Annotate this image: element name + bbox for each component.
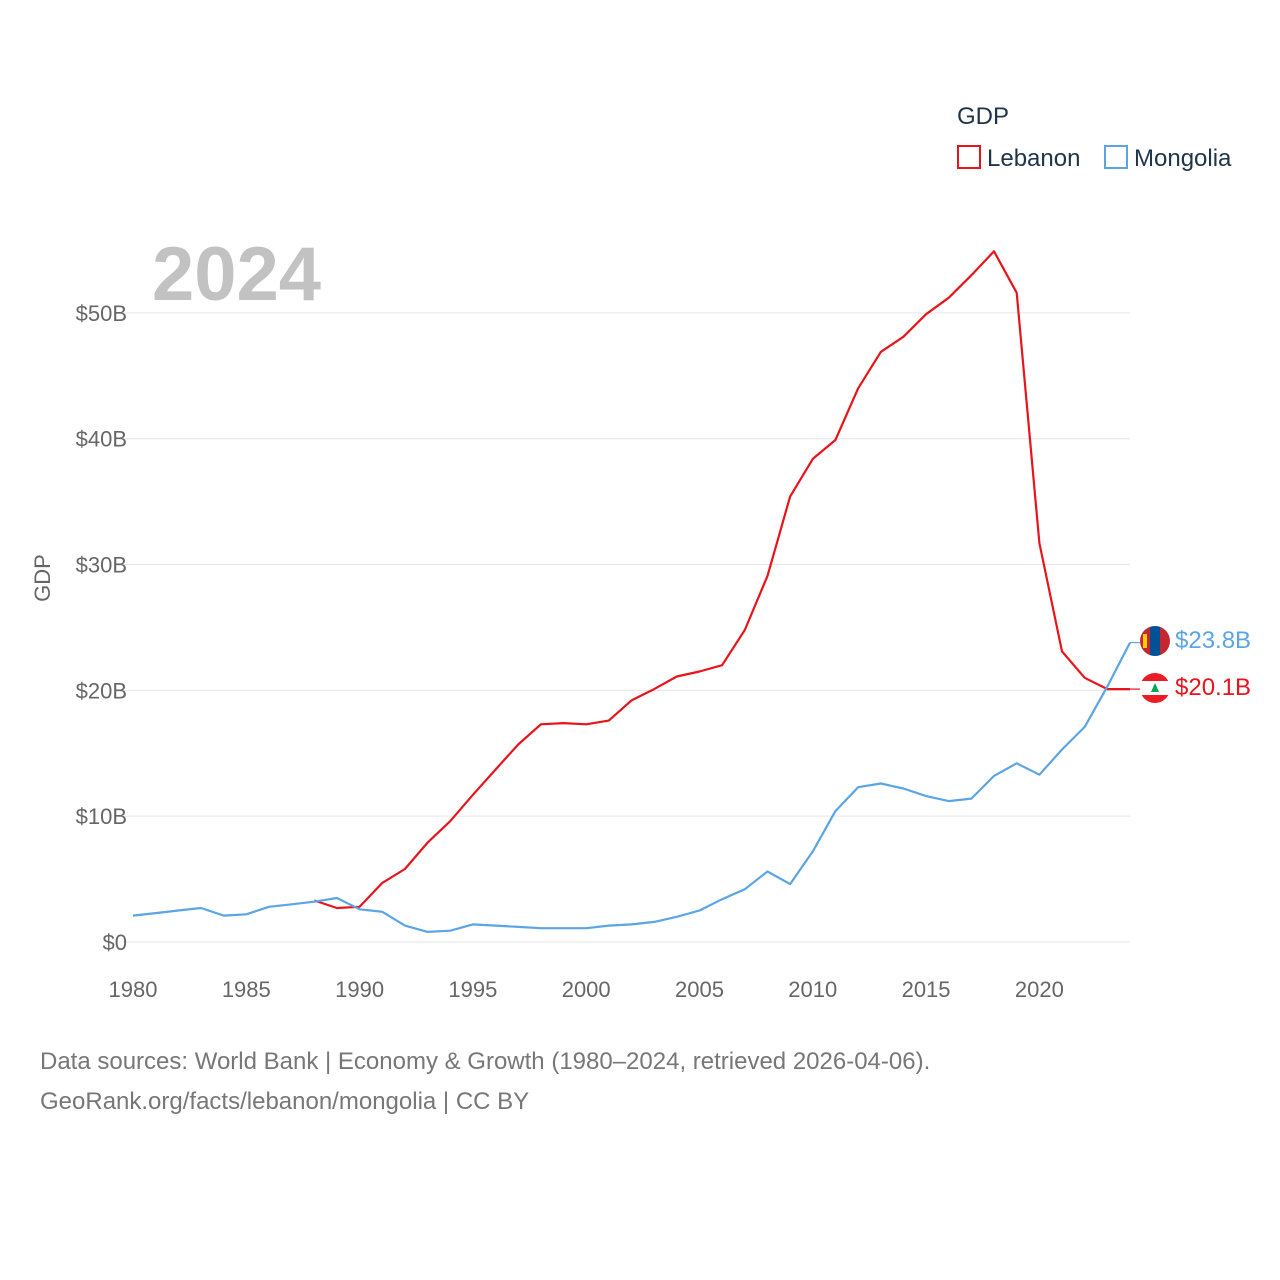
legend: GDP Lebanon Mongolia bbox=[957, 103, 1232, 172]
x-tick-label: 1980 bbox=[109, 977, 158, 1002]
footer: Data sources: World Bank | Economy & Gro… bbox=[40, 1042, 930, 1122]
current-year-label: 2024 bbox=[152, 232, 321, 317]
mongolia-flag-icon bbox=[1140, 626, 1170, 656]
series-line-mongolia[interactable] bbox=[132, 642, 1131, 934]
y-axis-ticks: $0 $10B $20B $30B $40B $50B bbox=[76, 301, 127, 955]
series-lines bbox=[132, 250, 1140, 934]
y-tick-label: $20B bbox=[76, 678, 127, 703]
legend-title: GDP bbox=[957, 103, 1009, 130]
y-tick-label: $50B bbox=[76, 301, 127, 326]
x-tick-label: 1990 bbox=[335, 977, 384, 1002]
x-axis-ticks: 1980 1985 1990 1995 2000 2005 2010 2015 2020 bbox=[109, 977, 1064, 1002]
end-label-lebanon: $20.1B bbox=[1175, 674, 1251, 701]
credit-line[interactable]: GeoRank.org/facts/lebanon/mongolia | CC … bbox=[40, 1088, 530, 1115]
y-axis-label: GDP bbox=[30, 554, 55, 602]
x-tick-label: 1985 bbox=[222, 977, 271, 1002]
y-tick-label: $40B bbox=[76, 427, 127, 452]
series-line-lebanon[interactable] bbox=[313, 250, 1130, 910]
end-label-mongolia: $23.8B bbox=[1175, 627, 1251, 654]
x-tick-label: 2005 bbox=[675, 977, 724, 1002]
y-tick-label: $30B bbox=[76, 553, 127, 578]
legend-swatch-mongolia[interactable] bbox=[1104, 145, 1128, 169]
x-tick-label: 2000 bbox=[562, 977, 611, 1002]
legend-label-mongolia[interactable]: Mongolia bbox=[1134, 145, 1232, 172]
y-tick-label: $10B bbox=[76, 804, 127, 829]
legend-swatch-lebanon[interactable] bbox=[957, 145, 981, 169]
x-tick-label: 2015 bbox=[902, 977, 951, 1002]
x-tick-label: 2010 bbox=[788, 977, 837, 1002]
y-tick-label: $0 bbox=[103, 930, 127, 955]
x-tick-label: 2020 bbox=[1015, 977, 1064, 1002]
x-tick-label: 1995 bbox=[448, 977, 497, 1002]
lebanon-flag-icon bbox=[1140, 673, 1170, 703]
gridlines bbox=[123, 312, 1130, 943]
data-source-line: Data sources: World Bank | Economy & Gro… bbox=[40, 1048, 931, 1075]
legend-label-lebanon[interactable]: Lebanon bbox=[987, 145, 1080, 172]
